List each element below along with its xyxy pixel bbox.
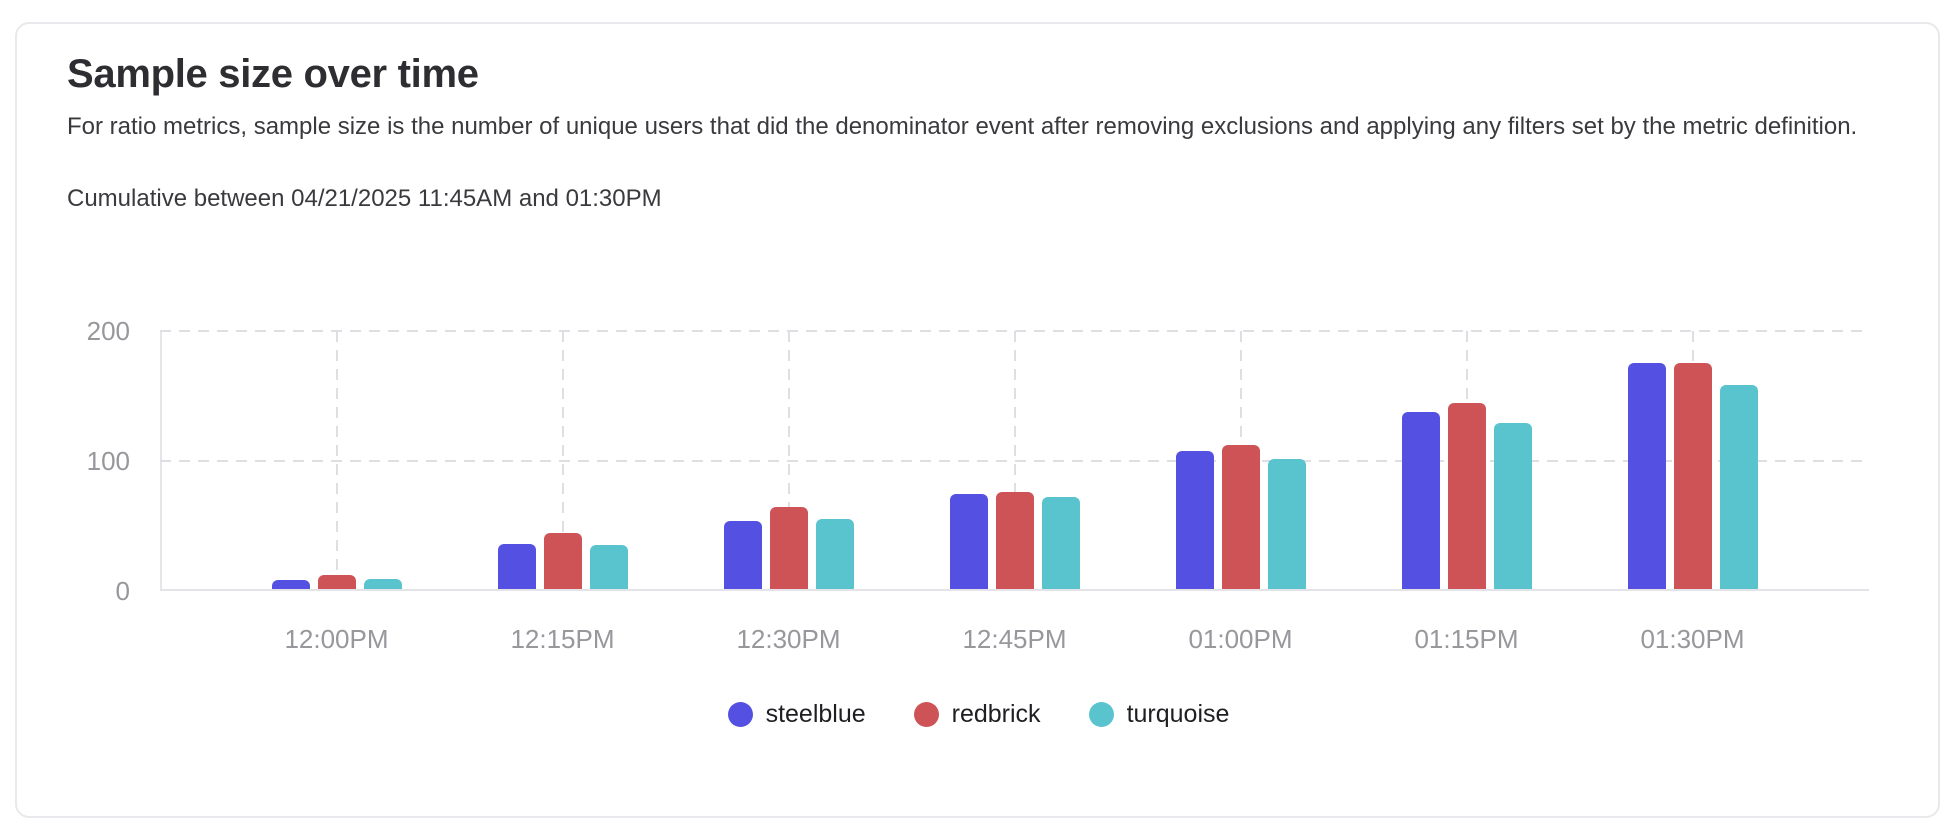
bar-steelblue-12:00PM[interactable] [271, 579, 310, 589]
bar-turquoise-12:45PM[interactable] [1041, 496, 1080, 589]
legend-item-redbrick[interactable]: redbrick [913, 699, 1041, 729]
bar-redbrick-12:15PM[interactable] [543, 533, 582, 589]
gridline-vertical-12:15PM [561, 331, 564, 589]
bar-redbrick-01:15PM[interactable] [1447, 403, 1486, 589]
bar-turquoise-01:15PM[interactable] [1493, 422, 1532, 589]
bar-steelblue-12:15PM[interactable] [497, 543, 536, 589]
legend-swatch-redbrick-icon [913, 701, 939, 727]
gridline-vertical-12:00PM [335, 331, 338, 589]
y-tick-label-200: 200 [86, 316, 130, 346]
x-tick-label-01:00PM: 01:00PM [1188, 624, 1293, 654]
card-title: Sample size over time [67, 52, 479, 96]
chart-legend: steelblue redbrick turquoise [17, 692, 1940, 736]
date-range-label: Cumulative between 04/21/2025 11:45AM an… [67, 185, 662, 212]
bar-steelblue-12:30PM[interactable] [723, 521, 762, 589]
bar-redbrick-12:45PM[interactable] [995, 491, 1034, 589]
bar-steelblue-01:15PM[interactable] [1401, 412, 1440, 589]
card-description: For ratio metrics, sample size is the nu… [67, 113, 1858, 140]
legend-item-turquoise[interactable]: turquoise [1088, 699, 1230, 729]
x-tick-label-01:30PM: 01:30PM [1640, 624, 1745, 654]
y-tick-label-100: 100 [86, 446, 130, 476]
bar-turquoise-12:00PM[interactable] [363, 578, 402, 589]
y-tick-label-0: 0 [115, 576, 130, 606]
legend-label-steelblue: steelblue [765, 699, 866, 728]
bar-turquoise-01:00PM[interactable] [1267, 459, 1306, 589]
x-axis-line [160, 589, 1869, 591]
legend-item-steelblue[interactable]: steelblue [727, 699, 866, 729]
x-tick-label-12:15PM: 12:15PM [510, 624, 615, 654]
bar-redbrick-12:00PM[interactable] [317, 574, 356, 589]
plot-area [160, 330, 1869, 591]
legend-label-redbrick: redbrick [951, 699, 1041, 728]
bar-redbrick-01:00PM[interactable] [1221, 444, 1260, 589]
bar-redbrick-01:30PM[interactable] [1673, 362, 1712, 589]
x-tick-label-01:15PM: 01:15PM [1414, 624, 1519, 654]
legend-label-turquoise: turquoise [1126, 699, 1230, 728]
x-tick-label-12:00PM: 12:00PM [284, 624, 389, 654]
legend-swatch-steelblue-icon [727, 701, 753, 727]
gridline-vertical-12:45PM [1013, 331, 1016, 589]
bar-steelblue-12:45PM[interactable] [949, 494, 988, 589]
bar-redbrick-12:30PM[interactable] [769, 507, 808, 589]
x-tick-label-12:30PM: 12:30PM [736, 624, 841, 654]
bar-turquoise-01:30PM[interactable] [1719, 384, 1758, 589]
bar-turquoise-12:30PM[interactable] [815, 518, 854, 589]
x-tick-label-12:45PM: 12:45PM [962, 624, 1067, 654]
bar-steelblue-01:30PM[interactable] [1627, 362, 1666, 589]
bar-chart: 0 100 200 12:00PM 12:15PM 12:30PM 12:45PM 01:0… [17, 316, 1940, 761]
gridline-vertical-12:30PM [787, 331, 790, 589]
bar-turquoise-12:15PM[interactable] [589, 544, 628, 589]
sample-size-card: Sample size over time For ratio metrics,… [15, 22, 1940, 818]
bar-steelblue-01:00PM[interactable] [1175, 451, 1214, 589]
legend-swatch-turquoise-icon [1088, 701, 1114, 727]
